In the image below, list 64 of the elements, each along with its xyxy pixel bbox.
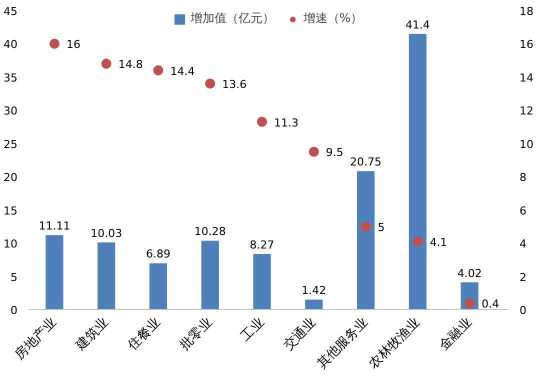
x-tick-label: 住餐业 — [124, 315, 164, 354]
data-label: 16 — [66, 38, 80, 52]
y2-tick-label: 4 — [520, 238, 526, 251]
y-tick-label: 20 — [4, 171, 18, 184]
point — [464, 298, 475, 308]
x-tick-label: 交通业 — [280, 314, 320, 354]
y-tick-label: 45 — [4, 5, 18, 18]
data-label: 10.28 — [194, 225, 226, 238]
y-tick-label: 40 — [4, 38, 18, 52]
y-tick-label: 35 — [4, 71, 18, 84]
x-tick-label: 工业 — [238, 315, 268, 344]
y2-tick-label: 12 — [520, 104, 534, 118]
point — [205, 78, 216, 89]
data-label: 8.27 — [250, 238, 274, 252]
data-label: 10.03 — [90, 226, 122, 240]
y2-tick-label: 8 — [520, 171, 526, 184]
y2-tick-label: 14 — [520, 71, 534, 84]
y2-tick-label: 0 — [520, 304, 526, 317]
point — [412, 236, 423, 246]
data-label: 4.1 — [430, 236, 448, 249]
data-label: 9.5 — [326, 146, 344, 160]
y-tick-label: 25 — [4, 138, 18, 151]
y2-tick-label: 2 — [520, 270, 526, 284]
y-tick-label: 15 — [4, 204, 18, 218]
x-tick-label: 建筑业 — [72, 315, 112, 354]
y-tick-label: 0 — [10, 304, 18, 317]
point — [360, 221, 371, 232]
data-label: 14.4 — [170, 64, 195, 78]
bar — [98, 242, 116, 310]
y2-tick-label: 16 — [520, 38, 534, 52]
y-tick-label: 10 — [4, 238, 18, 251]
point — [49, 38, 60, 49]
data-label: 1.42 — [302, 284, 326, 298]
y2-tick-label: 6 — [520, 204, 526, 218]
point — [308, 146, 319, 157]
data-label: 11.11 — [38, 220, 70, 233]
x-tick-label: 金融业 — [436, 315, 475, 354]
data-label: 0.4 — [482, 297, 500, 310]
point — [257, 116, 268, 127]
bar — [149, 263, 168, 310]
bar — [305, 300, 323, 310]
bar — [408, 34, 426, 310]
data-label: 14.8 — [118, 58, 143, 72]
point — [101, 58, 112, 69]
data-label: 41.4 — [405, 18, 430, 32]
bar — [46, 235, 64, 310]
x-tick-label: 房地产业 — [12, 314, 60, 363]
data-label: 13.6 — [222, 78, 247, 92]
data-label: 4.02 — [457, 266, 482, 280]
y-tick-label: 30 — [4, 104, 18, 118]
bar — [356, 171, 375, 310]
y2-tick-label: 10 — [520, 138, 534, 151]
legend-label: 增加值（亿元） — [190, 10, 274, 27]
point — [153, 65, 164, 76]
bar — [253, 254, 271, 310]
y-tick-label: 5 — [10, 270, 18, 284]
data-label: 20.75 — [350, 156, 382, 169]
data-label: 11.3 — [274, 116, 299, 130]
data-label: 6.89 — [146, 248, 170, 261]
data-label: 5 — [378, 220, 385, 234]
legend-label: 增速（%） — [303, 10, 363, 27]
bar — [201, 240, 219, 310]
y2-tick-label: 18 — [520, 5, 534, 18]
x-tick-label: 批零业 — [177, 315, 216, 354]
